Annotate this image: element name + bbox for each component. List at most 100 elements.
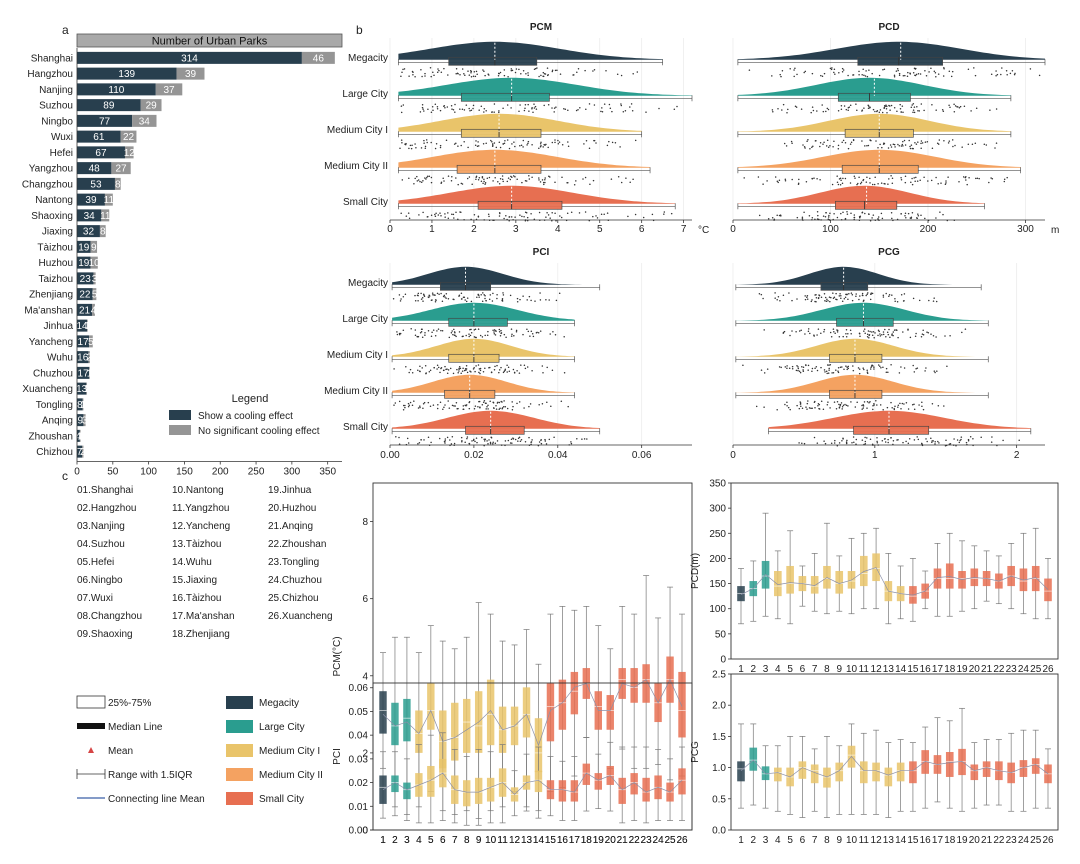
data-point (833, 71, 835, 74)
data-point (847, 298, 849, 300)
x-tick-label: 3 (763, 664, 769, 675)
data-point (469, 69, 472, 72)
data-point (578, 212, 581, 214)
data-point (586, 438, 588, 440)
data-point (888, 294, 891, 296)
value-label-cooling: 61 (93, 132, 105, 143)
data-point (498, 330, 501, 333)
data-point (530, 330, 533, 332)
x-tick-label: 12 (871, 835, 883, 846)
bar-no-cooling (104, 193, 113, 206)
data-point (1029, 68, 1032, 70)
data-point (780, 75, 782, 78)
data-point (936, 370, 938, 372)
data-point (614, 141, 617, 144)
data-point (889, 144, 892, 146)
x-tick-label: 4 (775, 835, 781, 846)
x-tick-label: 14 (533, 835, 545, 846)
data-point (558, 141, 561, 143)
data-point (974, 74, 977, 77)
data-point (491, 145, 494, 148)
legend-c-class-label: Medium City II (259, 770, 323, 781)
value-label-cooling: 13 (76, 384, 88, 395)
x-tick-label: 200 (920, 224, 937, 235)
value-label-no-cooling: 1 (87, 368, 93, 379)
data-point (829, 331, 832, 334)
data-point (793, 75, 795, 78)
data-point (425, 372, 427, 375)
data-point (931, 441, 933, 444)
data-point (558, 292, 561, 295)
data-point (601, 111, 604, 113)
data-point (947, 142, 950, 144)
data-point (870, 365, 873, 367)
data-point (883, 142, 885, 144)
data-point (956, 439, 959, 441)
data-point (502, 180, 504, 183)
data-point (911, 183, 914, 186)
data-point (842, 177, 844, 180)
data-point (486, 406, 488, 408)
data-point (912, 297, 915, 300)
data-point (810, 300, 813, 303)
data-point (934, 371, 936, 374)
data-point (465, 334, 467, 337)
x-tick-label: 24 (1018, 835, 1030, 846)
data-point (882, 294, 885, 296)
x-tick-label: 10 (846, 835, 858, 846)
data-point (897, 143, 899, 146)
data-point (567, 141, 569, 143)
data-point (496, 402, 499, 404)
data-point (526, 366, 529, 368)
bar-no-cooling (90, 256, 98, 269)
box (774, 571, 782, 597)
data-point (596, 217, 599, 219)
data-point (872, 408, 874, 411)
data-point (839, 403, 842, 406)
data-point (920, 147, 922, 149)
data-point (483, 440, 486, 442)
data-point (501, 401, 503, 403)
data-point (873, 368, 875, 370)
data-point (531, 370, 533, 372)
data-point (789, 408, 791, 411)
data-point (801, 365, 803, 368)
value-label-cooling: 4 (76, 431, 82, 442)
data-point (489, 366, 491, 369)
data-point (472, 107, 474, 110)
data-point (858, 372, 861, 375)
data-point (398, 294, 401, 296)
city-list-item: 12.Yancheng (172, 521, 230, 532)
data-point (539, 146, 542, 148)
box-iqr (460, 128, 542, 138)
data-point (878, 74, 881, 77)
data-point (926, 331, 928, 333)
data-point (447, 74, 449, 76)
data-point (430, 335, 433, 338)
data-point (811, 217, 814, 219)
x-tick-label: 9 (476, 835, 482, 846)
data-point (866, 335, 869, 338)
data-point (443, 406, 445, 408)
data-point (933, 370, 936, 372)
data-point (786, 401, 788, 403)
value-label-no-cooling: 10 (89, 258, 101, 269)
data-point (533, 68, 536, 70)
data-point (844, 403, 846, 406)
data-point (511, 409, 514, 411)
data-point (450, 332, 453, 334)
data-point (462, 408, 465, 411)
data-point (867, 213, 870, 215)
data-point (461, 183, 464, 185)
data-point (531, 107, 533, 109)
data-point (866, 144, 868, 147)
data-point (828, 296, 831, 298)
data-point (526, 216, 529, 219)
box (630, 668, 638, 703)
box (884, 767, 893, 787)
data-point (824, 371, 826, 373)
bar-no-cooling (155, 83, 183, 96)
bar-cooling (77, 225, 100, 238)
data-point (905, 402, 908, 404)
data-point (891, 217, 893, 220)
